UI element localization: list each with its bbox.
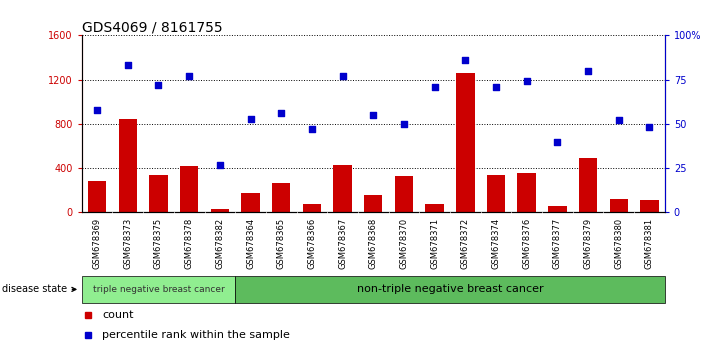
Bar <box>333 165 352 212</box>
Point <box>306 126 318 132</box>
Text: GSM678375: GSM678375 <box>154 217 163 269</box>
Point <box>214 162 225 167</box>
Text: disease state: disease state <box>1 284 76 295</box>
Point <box>122 63 134 68</box>
Text: GSM678377: GSM678377 <box>553 217 562 269</box>
Bar <box>456 73 474 212</box>
Text: GSM678382: GSM678382 <box>215 217 225 269</box>
Text: triple negative breast cancer: triple negative breast cancer <box>92 285 225 294</box>
Text: GSM678379: GSM678379 <box>584 217 592 269</box>
Point <box>337 73 348 79</box>
Bar <box>149 175 168 212</box>
Bar <box>210 209 229 212</box>
Text: GSM678371: GSM678371 <box>430 217 439 269</box>
Point <box>153 82 164 88</box>
Text: GSM678374: GSM678374 <box>491 217 501 269</box>
Point <box>521 79 533 84</box>
Bar <box>364 195 383 212</box>
Bar <box>235 276 665 303</box>
Point <box>429 84 440 90</box>
Bar <box>640 200 658 212</box>
Text: GSM678376: GSM678376 <box>522 217 531 269</box>
Bar <box>487 175 506 212</box>
Point <box>245 116 256 121</box>
Text: non-triple negative breast cancer: non-triple negative breast cancer <box>357 284 543 295</box>
Point <box>491 84 502 90</box>
Bar <box>272 183 290 212</box>
Bar <box>180 166 198 212</box>
Point <box>276 110 287 116</box>
Bar <box>609 199 628 212</box>
Point <box>643 125 655 130</box>
Text: GSM678380: GSM678380 <box>614 217 624 269</box>
Text: GSM678373: GSM678373 <box>123 217 132 269</box>
Point <box>582 68 594 74</box>
Bar <box>88 181 107 212</box>
Point <box>368 112 379 118</box>
Text: GSM678369: GSM678369 <box>92 217 102 269</box>
Bar <box>548 206 567 212</box>
Point <box>613 118 624 123</box>
Text: count: count <box>102 310 134 320</box>
Bar <box>119 120 137 212</box>
Text: GSM678378: GSM678378 <box>185 217 193 269</box>
Point <box>183 73 195 79</box>
Text: GSM678365: GSM678365 <box>277 217 286 269</box>
Bar <box>518 172 536 212</box>
Bar <box>395 176 413 212</box>
Bar <box>241 193 260 212</box>
Text: GSM678370: GSM678370 <box>400 217 408 269</box>
Text: GSM678372: GSM678372 <box>461 217 470 269</box>
Text: percentile rank within the sample: percentile rank within the sample <box>102 330 290 339</box>
Bar <box>579 158 597 212</box>
Point <box>552 139 563 144</box>
Text: GSM678367: GSM678367 <box>338 217 347 269</box>
Point <box>459 57 471 63</box>
Text: GSM678366: GSM678366 <box>307 217 316 269</box>
Text: GSM678364: GSM678364 <box>246 217 255 269</box>
Text: GSM678368: GSM678368 <box>369 217 378 269</box>
Point <box>92 107 103 113</box>
Bar <box>425 204 444 212</box>
Text: GSM678381: GSM678381 <box>645 217 654 269</box>
Text: GDS4069 / 8161755: GDS4069 / 8161755 <box>82 20 223 34</box>
Bar <box>303 204 321 212</box>
Point <box>398 121 410 127</box>
Bar <box>82 276 235 303</box>
